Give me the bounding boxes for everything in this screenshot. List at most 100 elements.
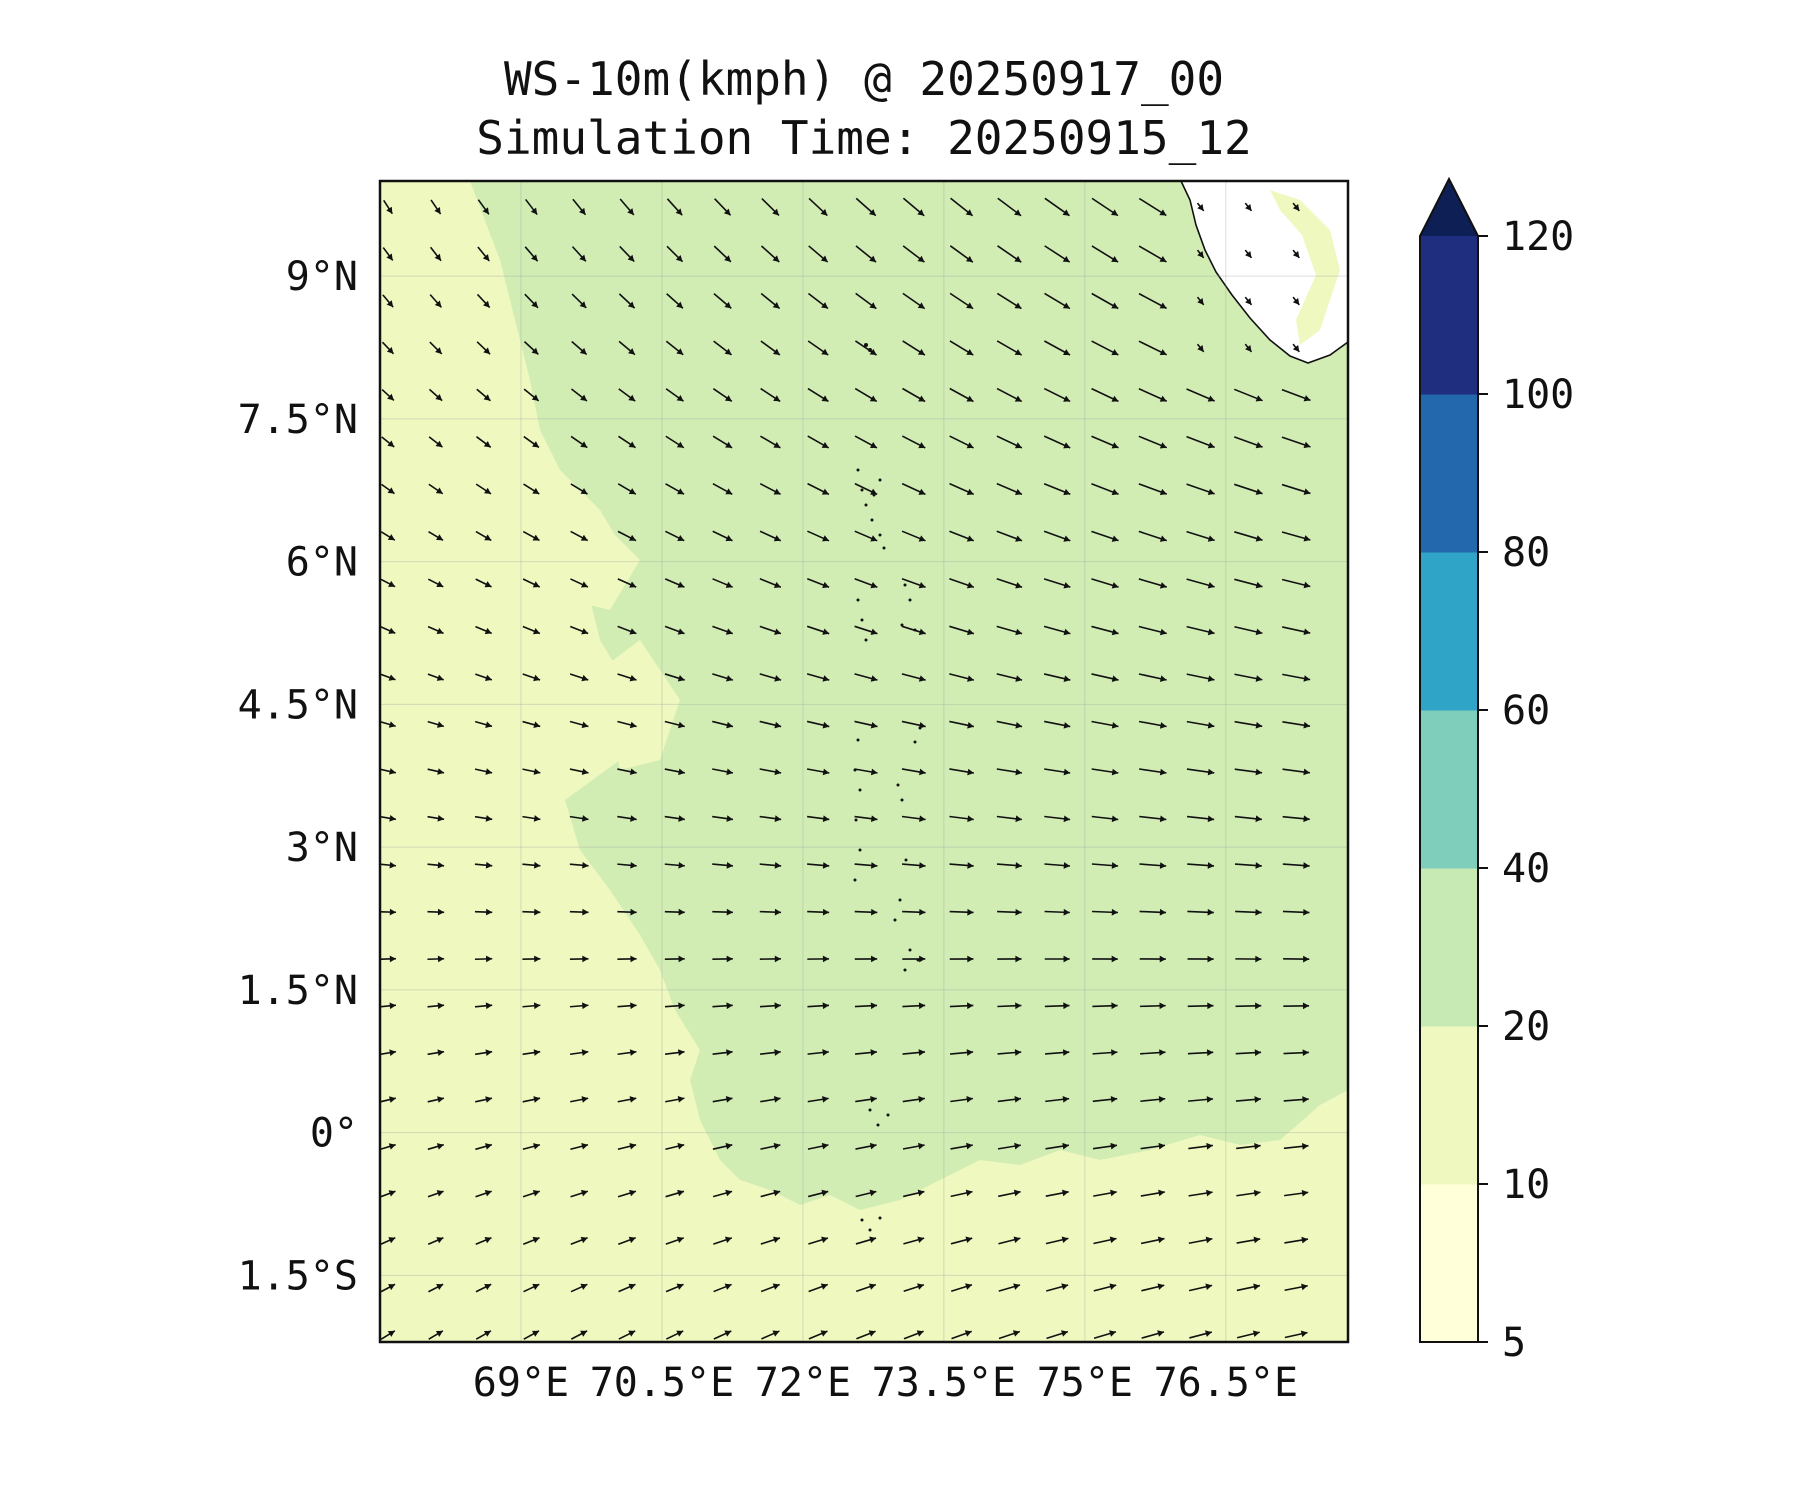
wind-arrow <box>949 955 974 963</box>
wind-arrow <box>427 815 445 822</box>
wind-arrow <box>1188 1236 1213 1245</box>
y-tick-label: 6°N <box>286 540 358 586</box>
x-tick-label: 75°E <box>1037 1360 1133 1406</box>
wind-arrow <box>380 1002 397 1010</box>
wind-arrow <box>617 908 637 916</box>
y-tick-label: 3°N <box>286 825 358 871</box>
wind-arrow <box>427 1143 444 1151</box>
wind-arrow <box>712 720 734 729</box>
wind-arrow <box>475 1283 492 1293</box>
y-tick-label: 4.5°N <box>238 682 358 728</box>
y-tick-label: 0° <box>310 1111 358 1157</box>
wind-arrow <box>1093 1189 1117 1197</box>
wind-arrow <box>1044 1002 1070 1010</box>
wind-arrow <box>1186 435 1215 449</box>
wind-arrow <box>1138 720 1167 729</box>
wind-arrow <box>949 578 975 589</box>
wind-arrow <box>380 908 397 916</box>
wind-arrow <box>1091 435 1119 449</box>
wind-arrow <box>1235 908 1262 916</box>
wind-arrow <box>381 389 395 401</box>
wind-arrow <box>997 245 1022 263</box>
wind-arrow <box>476 293 491 309</box>
wind-arrow <box>428 483 444 495</box>
wind-arrow <box>380 1190 396 1198</box>
wind-arrow <box>712 530 733 542</box>
wind-arrow <box>569 1049 589 1056</box>
wind-arrow <box>570 530 589 542</box>
wind-arrow <box>996 768 1023 776</box>
wind-arrow <box>428 388 443 402</box>
wind-arrow <box>949 340 974 356</box>
wind-arrow <box>760 340 781 356</box>
wind-arrow <box>522 578 541 588</box>
wind-arrow <box>712 815 734 822</box>
wind-arrow <box>854 530 878 542</box>
wind-arrow <box>1091 530 1119 542</box>
colorbar-bin <box>1420 710 1478 869</box>
wind-arrow <box>806 720 830 729</box>
wind-arrow <box>854 1002 878 1010</box>
wind-arrow <box>1188 1096 1214 1103</box>
wind-arrow <box>808 1236 829 1245</box>
wind-arrow <box>475 483 492 495</box>
title-line-1: WS-10m(kmph) @ 20250917_00 <box>504 52 1224 106</box>
wind-arrow <box>1282 768 1310 776</box>
colorbar-bin <box>1420 1184 1478 1343</box>
wind-arrow <box>712 1002 733 1010</box>
wind-arrow <box>759 482 781 496</box>
wind-arrow <box>1091 387 1119 403</box>
wind-arrow <box>712 908 733 916</box>
wind-arrow <box>902 908 926 916</box>
wind-arrow <box>712 955 733 963</box>
wind-arrow <box>998 1330 1021 1340</box>
wind-arrow <box>1188 1283 1213 1292</box>
wind-arrow <box>712 768 734 776</box>
wind-arrow <box>713 245 732 263</box>
wind-arrow <box>807 1002 830 1010</box>
wind-arrow <box>523 341 539 355</box>
wind-arrow <box>1044 862 1071 869</box>
wind-arrow <box>1281 483 1311 495</box>
wind-arrow <box>901 673 926 682</box>
map-frame <box>378 179 1350 1344</box>
wind-arrow <box>950 1283 973 1292</box>
x-tick-label: 73.5°E <box>872 1360 1017 1406</box>
wind-arrow <box>1282 721 1311 729</box>
wind-arrow <box>429 341 443 355</box>
wind-arrow <box>1091 768 1119 776</box>
wind-arrow <box>1044 245 1071 263</box>
wind-arrow <box>760 245 780 263</box>
wind-arrow <box>854 815 878 823</box>
wind-arrow <box>1233 388 1263 402</box>
wind-arrow <box>380 578 396 588</box>
wind-arrow <box>380 1143 396 1151</box>
title-line-2: Simulation Time: 20250915_12 <box>476 111 1251 165</box>
wind-arrow <box>1282 862 1310 869</box>
wind-arrow <box>618 1283 636 1293</box>
wind-arrow <box>1140 1142 1166 1150</box>
wind-arrow <box>475 1096 493 1103</box>
wind-arrow <box>950 1236 973 1245</box>
wind-arrow <box>998 1283 1021 1292</box>
wind-arrow <box>1234 673 1263 682</box>
wind-arrow <box>1138 388 1168 402</box>
wind-arrow <box>949 387 974 403</box>
wind-arrow <box>1093 1283 1117 1292</box>
wind-arrow <box>807 1049 829 1056</box>
wind-arrow <box>1138 435 1168 449</box>
wind-arrow <box>1196 296 1205 306</box>
wind-arrow <box>761 1330 780 1340</box>
wind-arrow <box>1236 1189 1261 1197</box>
wind-arrow <box>950 197 974 217</box>
wind-arrow <box>996 482 1023 496</box>
wind-arrow <box>1043 578 1071 589</box>
wind-arrow <box>950 1189 973 1198</box>
wind-arrow <box>617 720 637 729</box>
wind-arrow <box>1091 815 1119 823</box>
wind-arrow <box>617 1002 637 1010</box>
wind-arrow <box>1233 436 1263 449</box>
wind-arrow <box>1091 720 1119 729</box>
wind-arrow <box>665 1096 685 1103</box>
wind-arrow <box>570 388 588 402</box>
